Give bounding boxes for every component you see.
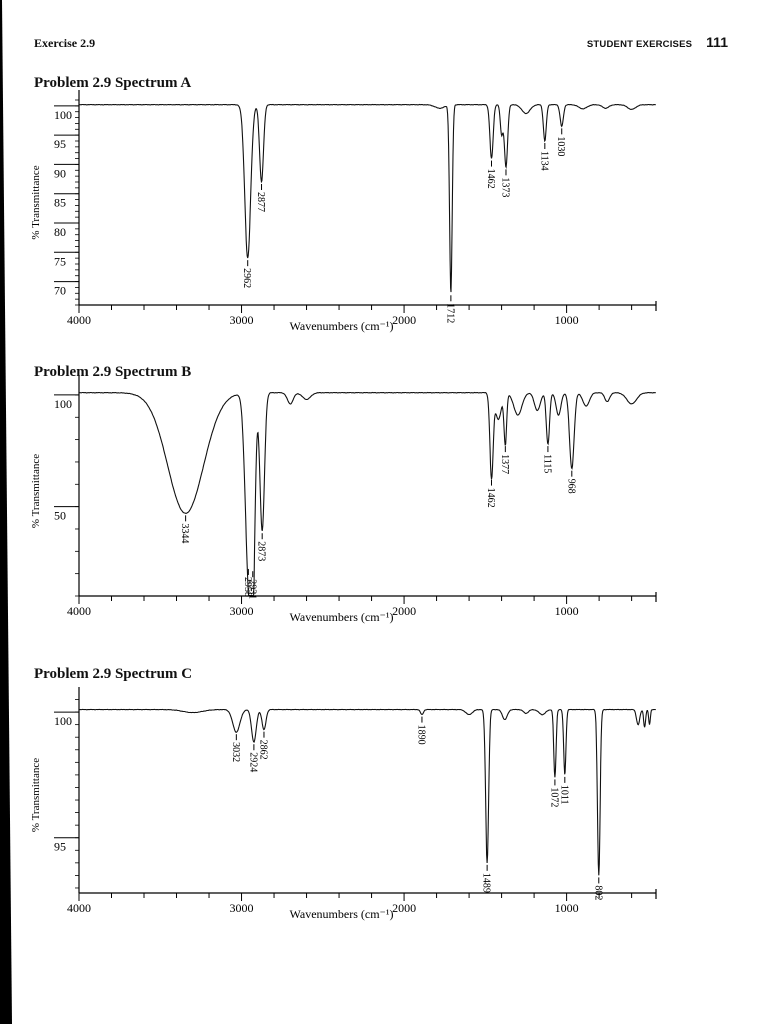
y-tick-label: 90 — [54, 166, 66, 180]
spectrum-line — [78, 391, 656, 597]
peak-label: 2962 — [241, 268, 252, 288]
y-axis-label: % Transmittance — [30, 165, 42, 239]
x-tick-label: 2000 — [392, 313, 416, 327]
page-header: Exercise 2.9 STUDENT EXERCISES 111 — [34, 34, 728, 56]
peak-label: 1712 — [444, 303, 455, 323]
y-tick-label: 70 — [54, 284, 66, 298]
x-tick-label: 1000 — [555, 901, 579, 915]
peak-label: 1030 — [555, 136, 566, 156]
x-tick-label: 1000 — [555, 604, 579, 618]
peak-label: 2924 — [247, 752, 258, 772]
y-tick-label: 95 — [54, 137, 66, 151]
x-tick-label: 3000 — [230, 313, 254, 327]
peak-label: 1462 — [485, 488, 496, 508]
y-axis-label: % Transmittance — [30, 758, 42, 832]
y-tick-label: 100 — [54, 397, 72, 411]
peak-label: 2873 — [256, 541, 267, 561]
peak-label: 2958 — [242, 577, 253, 597]
spectrum-line — [78, 708, 656, 876]
spectrum-line — [78, 103, 656, 293]
spectrum-c-title: Problem 2.9 Spectrum C — [34, 666, 193, 682]
y-axis-label: % Transmittance — [30, 454, 42, 528]
peak-label: 1115 — [541, 454, 552, 473]
y-tick-label: 100 — [54, 108, 72, 122]
peak-label: 3032 — [230, 742, 241, 762]
section-title: STUDENT EXERCISES — [586, 39, 693, 50]
peak-label: 1373 — [499, 177, 510, 197]
x-tick-label: 3000 — [230, 901, 254, 915]
scan-edge — [0, 0, 12, 1024]
peak-label: 1011 — [558, 785, 569, 805]
peak-label: 1377 — [499, 454, 510, 474]
peak-label: 1890 — [415, 725, 426, 745]
x-tick-label: 4000 — [67, 901, 91, 915]
peak-label: 1072 — [548, 787, 559, 807]
exercise-label: Exercise 2.9 — [34, 36, 96, 50]
peak-label: 1462 — [485, 169, 496, 189]
peak-label: 802 — [592, 885, 603, 900]
x-tick-label: 2000 — [392, 901, 416, 915]
x-axis-label: Wavenumbers (cm⁻¹) — [290, 907, 394, 921]
y-tick-label: 50 — [54, 509, 66, 523]
y-tick-label: 75 — [54, 254, 66, 268]
y-tick-label: 100 — [54, 714, 72, 728]
peak-label: 1134 — [538, 151, 549, 171]
spectrum-b-title: Problem 2.9 Spectrum B — [34, 364, 192, 380]
spectrum-c-chart: 4000 3000 2000 1000 Wavenumbers (cm⁻¹) 100 95%… — [30, 687, 657, 921]
x-axis-label: Wavenumbers (cm⁻¹) — [290, 319, 394, 333]
spectrum-a-title: Problem 2.9 Spectrum A — [34, 75, 192, 91]
running-head: STUDENT EXERCISES 111 — [587, 34, 728, 52]
spectrum-a-chart: 4000 3000 2000 1000 Wavenumbers (cm⁻¹) 100 95 9… — [30, 90, 657, 333]
peak-label: 3344 — [179, 523, 190, 543]
peak-label: 1489 — [481, 873, 492, 893]
y-tick-label: 85 — [54, 196, 66, 210]
peak-label: 968 — [565, 479, 576, 494]
peak-label: 2862 — [257, 740, 268, 760]
x-tick-label: 1000 — [555, 313, 579, 327]
spectrum-b-chart: 4000 3000 2000 1000 Wavenumbers (cm⁻¹) 100 50%… — [30, 376, 657, 624]
x-tick-label: 4000 — [67, 604, 91, 618]
x-tick-label: 2000 — [392, 604, 416, 618]
y-tick-label: 95 — [54, 840, 66, 854]
x-tick-label: 4000 — [67, 313, 91, 327]
peak-label: 2931 — [246, 579, 257, 599]
x-axis-label: Wavenumbers (cm⁻¹) — [290, 610, 394, 624]
x-tick-label: 3000 — [230, 604, 254, 618]
page-number: 111 — [706, 34, 728, 50]
peak-label: 2877 — [255, 192, 266, 212]
y-tick-label: 80 — [54, 225, 66, 239]
